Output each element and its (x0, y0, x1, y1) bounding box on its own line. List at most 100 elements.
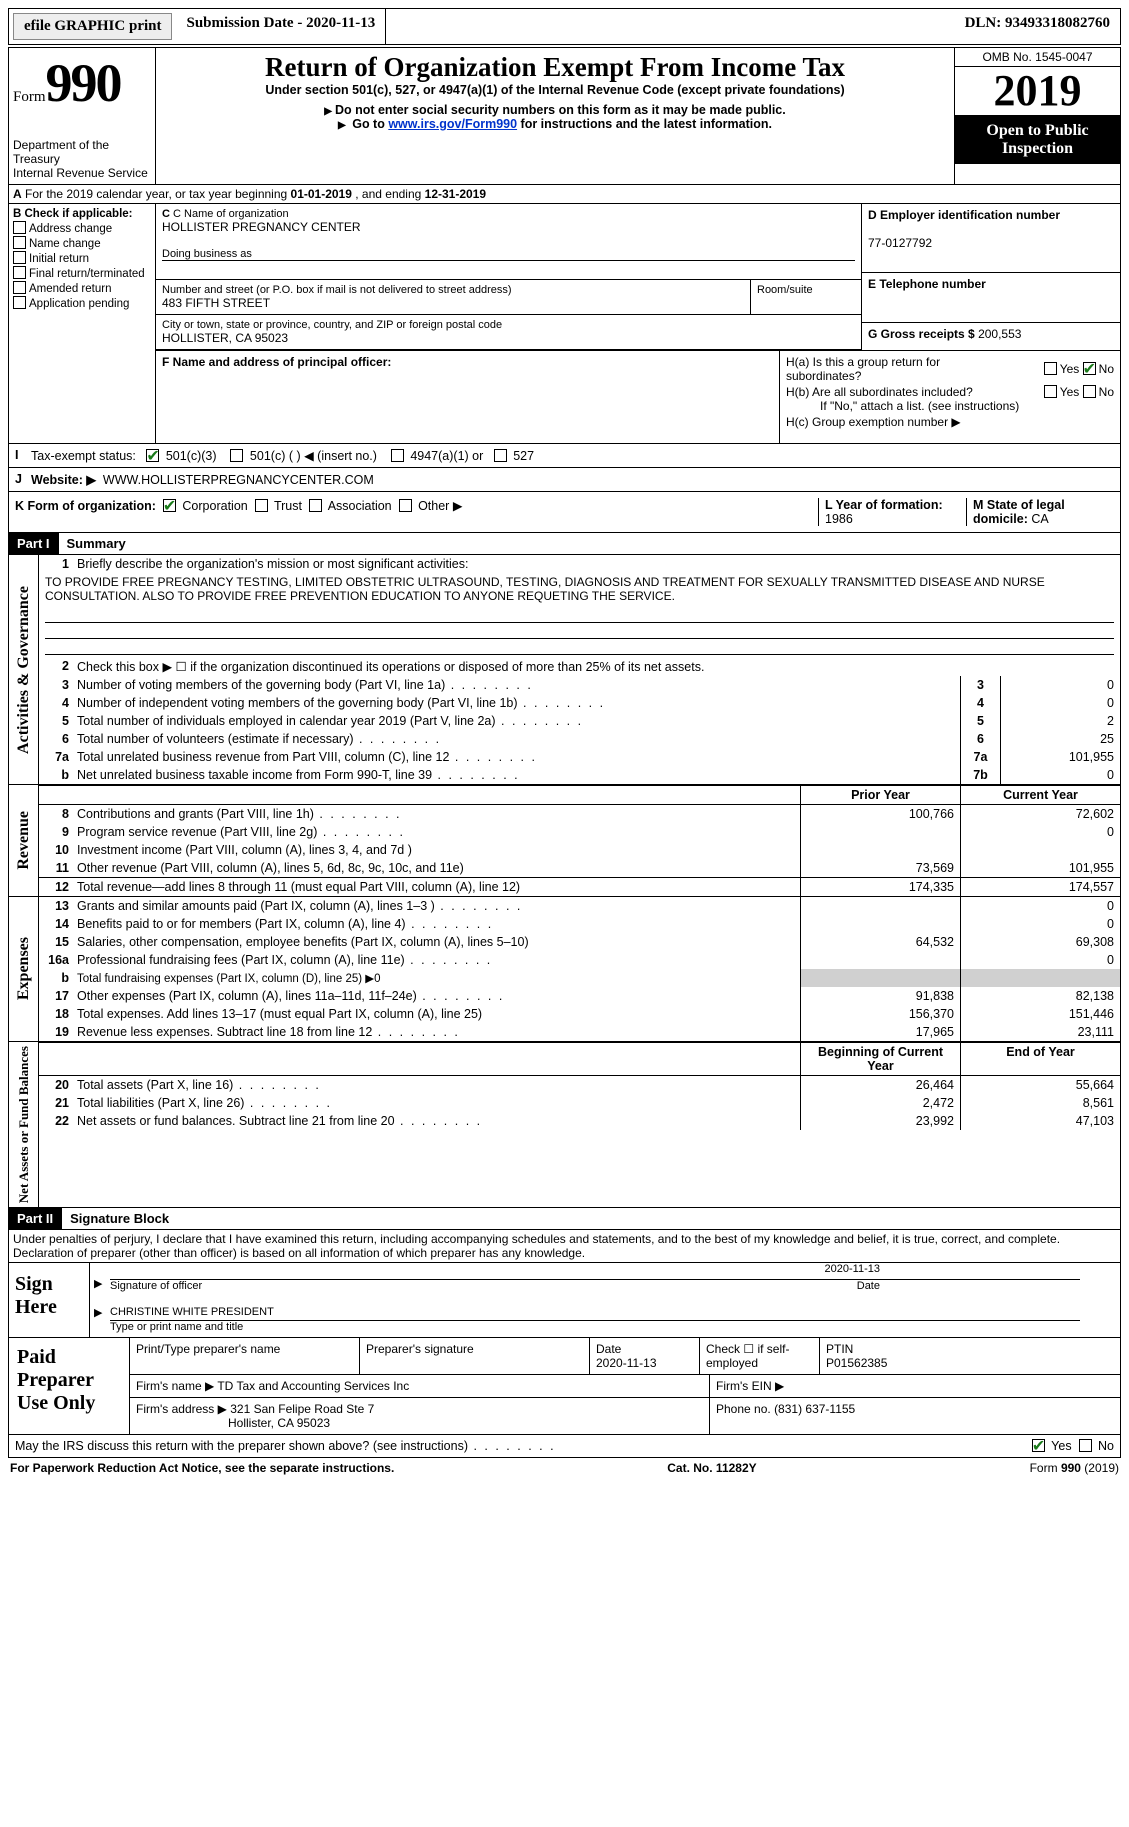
paid-preparer-block: Paid Preparer Use Only Print/Type prepar… (8, 1338, 1121, 1435)
section-governance: Activities & Governance 1Briefly describ… (8, 555, 1121, 785)
firm-name: TD Tax and Accounting Services Inc (217, 1379, 409, 1393)
k-form-org: K Form of organization: Corporation Trus… (8, 492, 1121, 533)
header-block: B Check if applicable: Address change Na… (8, 204, 1121, 444)
l-year: L Year of formation: 1986 (818, 498, 966, 526)
q12: Total revenue—add lines 8 through 11 (mu… (73, 878, 800, 896)
chk-other[interactable] (399, 499, 412, 512)
q9: Program service revenue (Part VIII, line… (73, 823, 800, 841)
submission-date: Submission Date - 2020-11-13 (176, 9, 386, 44)
paid-preparer-label: Paid Preparer Use Only (9, 1338, 129, 1434)
q19: Revenue less expenses. Subtract line 18 … (73, 1023, 800, 1041)
firm-addr1: 321 San Felipe Road Ste 7 (230, 1402, 374, 1416)
discuss-row: May the IRS discuss this return with the… (8, 1435, 1121, 1458)
officer-name: CHRISTINE WHITE PRESIDENT (110, 1306, 274, 1318)
chk-ha-yes[interactable] (1044, 362, 1057, 375)
side-revenue: Revenue (13, 807, 35, 874)
chk-hb-no[interactable] (1083, 385, 1096, 398)
q4: Number of independent voting members of … (73, 694, 960, 712)
hdr-end-year: End of Year (960, 1043, 1120, 1075)
chk-amended-return[interactable] (13, 281, 26, 294)
chk-assoc[interactable] (309, 499, 322, 512)
form-header: Form990 Department of the Treasury Inter… (8, 47, 1121, 185)
chk-initial-return[interactable] (13, 251, 26, 264)
chk-discuss-yes[interactable] (1032, 1439, 1045, 1452)
side-net-assets: Net Assets or Fund Balances (14, 1042, 34, 1207)
j-website: J Website: ▶ WWW.HOLLISTERPREGNANCYCENTE… (8, 468, 1121, 492)
form-subtitle-3: Go to www.irs.gov/Form990 for instructio… (160, 117, 950, 131)
chk-501c3[interactable] (146, 449, 159, 462)
efile-print-button[interactable]: efile GRAPHIC print (13, 13, 172, 40)
chk-application-pending[interactable] (13, 296, 26, 309)
q18: Total expenses. Add lines 13–17 (must eq… (73, 1005, 800, 1023)
dln: DLN: 93493318082760 (955, 9, 1120, 44)
chk-discuss-no[interactable] (1079, 1439, 1092, 1452)
hdr-beg-year: Beginning of Current Year (800, 1043, 960, 1075)
chk-4947[interactable] (391, 449, 404, 462)
section-revenue: Revenue Prior YearCurrent Year 8Contribu… (8, 785, 1121, 897)
side-governance: Activities & Governance (13, 582, 35, 758)
sign-date: 2020-11-13 (90, 1263, 1120, 1275)
part2-header: Part IISignature Block (8, 1208, 1121, 1230)
chk-corp[interactable] (163, 499, 176, 512)
chk-final-return[interactable] (13, 266, 26, 279)
q11: Other revenue (Part VIII, column (A), li… (73, 859, 800, 877)
sign-here-block: Sign Here 2020-11-13 ▶ Signature of offi… (8, 1263, 1121, 1338)
top-bar: efile GRAPHIC print Submission Date - 20… (8, 8, 1121, 45)
q6: Total number of volunteers (estimate if … (73, 730, 960, 748)
row-a-tax-year: A For the 2019 calendar year, or tax yea… (8, 185, 1121, 204)
q22: Net assets or fund balances. Subtract li… (73, 1112, 800, 1130)
name-title-label: Type or print name and title (90, 1321, 1120, 1337)
self-employed-check: Check ☐ if self-employed (700, 1338, 820, 1374)
q1-mission-label: Briefly describe the organization's miss… (73, 555, 1120, 573)
section-b-checkboxes: B Check if applicable: Address change Na… (9, 204, 156, 443)
declaration: Under penalties of perjury, I declare th… (8, 1230, 1121, 1263)
q20: Total assets (Part X, line 16) (73, 1076, 800, 1094)
form-subtitle-1: Under section 501(c), 527, or 4947(a)(1)… (160, 83, 950, 97)
q16b: Total fundraising expenses (Part IX, col… (73, 969, 800, 987)
part1-header: Part ISummary (8, 533, 1121, 555)
section-expenses: Expenses 13Grants and similar amounts pa… (8, 897, 1121, 1042)
firm-addr2: Hollister, CA 95023 (136, 1416, 330, 1430)
form-subtitle-2: Do not enter social security numbers on … (160, 103, 950, 117)
dept-treasury: Department of the Treasury (13, 138, 151, 166)
q21: Total liabilities (Part X, line 26) (73, 1094, 800, 1112)
d-ein: D Employer identification number 77-0127… (862, 204, 1120, 273)
m-state: M State of legal domicile: CA (966, 498, 1114, 526)
irs-label: Internal Revenue Service (13, 166, 151, 180)
c-room: Room/suite (751, 280, 861, 315)
b-header: B Check if applicable: (13, 208, 133, 220)
section-net-assets: Net Assets or Fund Balances Beginning of… (8, 1042, 1121, 1208)
chk-527[interactable] (494, 449, 507, 462)
preparer-date: 2020-11-13 (596, 1356, 657, 1370)
chk-name-change[interactable] (13, 236, 26, 249)
preparer-name-label: Print/Type preparer's name (130, 1338, 360, 1374)
form990-link[interactable]: www.irs.gov/Form990 (388, 117, 517, 131)
e-phone: E Telephone number (862, 273, 1120, 323)
c-name: C C Name of organization HOLLISTER PREGN… (156, 204, 861, 280)
firm-phone: (831) 637-1155 (774, 1402, 855, 1416)
mission-text: TO PROVIDE FREE PREGNANCY TESTING, LIMIT… (39, 573, 1120, 605)
chk-501c[interactable] (230, 449, 243, 462)
q7b: Net unrelated business taxable income fr… (73, 766, 960, 784)
chk-trust[interactable] (255, 499, 268, 512)
preparer-sig-label: Preparer's signature (360, 1338, 590, 1374)
q2-discontinued: Check this box ▶ ☐ if the organization d… (73, 657, 1120, 676)
page-footer: For Paperwork Reduction Act Notice, see … (8, 1458, 1121, 1478)
h-group-return: H(a) Is this a group return for subordin… (780, 351, 1120, 443)
open-to-public: Open to Public Inspection (955, 116, 1120, 164)
side-expenses: Expenses (13, 933, 35, 1004)
f-officer: F Name and address of principal officer: (156, 351, 780, 443)
sign-here-label: Sign Here (9, 1263, 89, 1337)
q10: Investment income (Part VIII, column (A)… (73, 841, 800, 859)
chk-address-change[interactable] (13, 221, 26, 234)
q15: Salaries, other compensation, employee b… (73, 933, 800, 951)
q3: Number of voting members of the governin… (73, 676, 960, 694)
q7a: Total unrelated business revenue from Pa… (73, 748, 960, 766)
i-tax-exempt: I Tax-exempt status: 501(c)(3) 501(c) ( … (8, 444, 1121, 468)
chk-ha-no[interactable] (1083, 362, 1096, 375)
chk-hb-yes[interactable] (1044, 385, 1057, 398)
q16a: Professional fundraising fees (Part IX, … (73, 951, 800, 969)
q13: Grants and similar amounts paid (Part IX… (73, 897, 800, 915)
ptin: P01562385 (826, 1356, 887, 1370)
form-number: Form990 (13, 52, 151, 114)
